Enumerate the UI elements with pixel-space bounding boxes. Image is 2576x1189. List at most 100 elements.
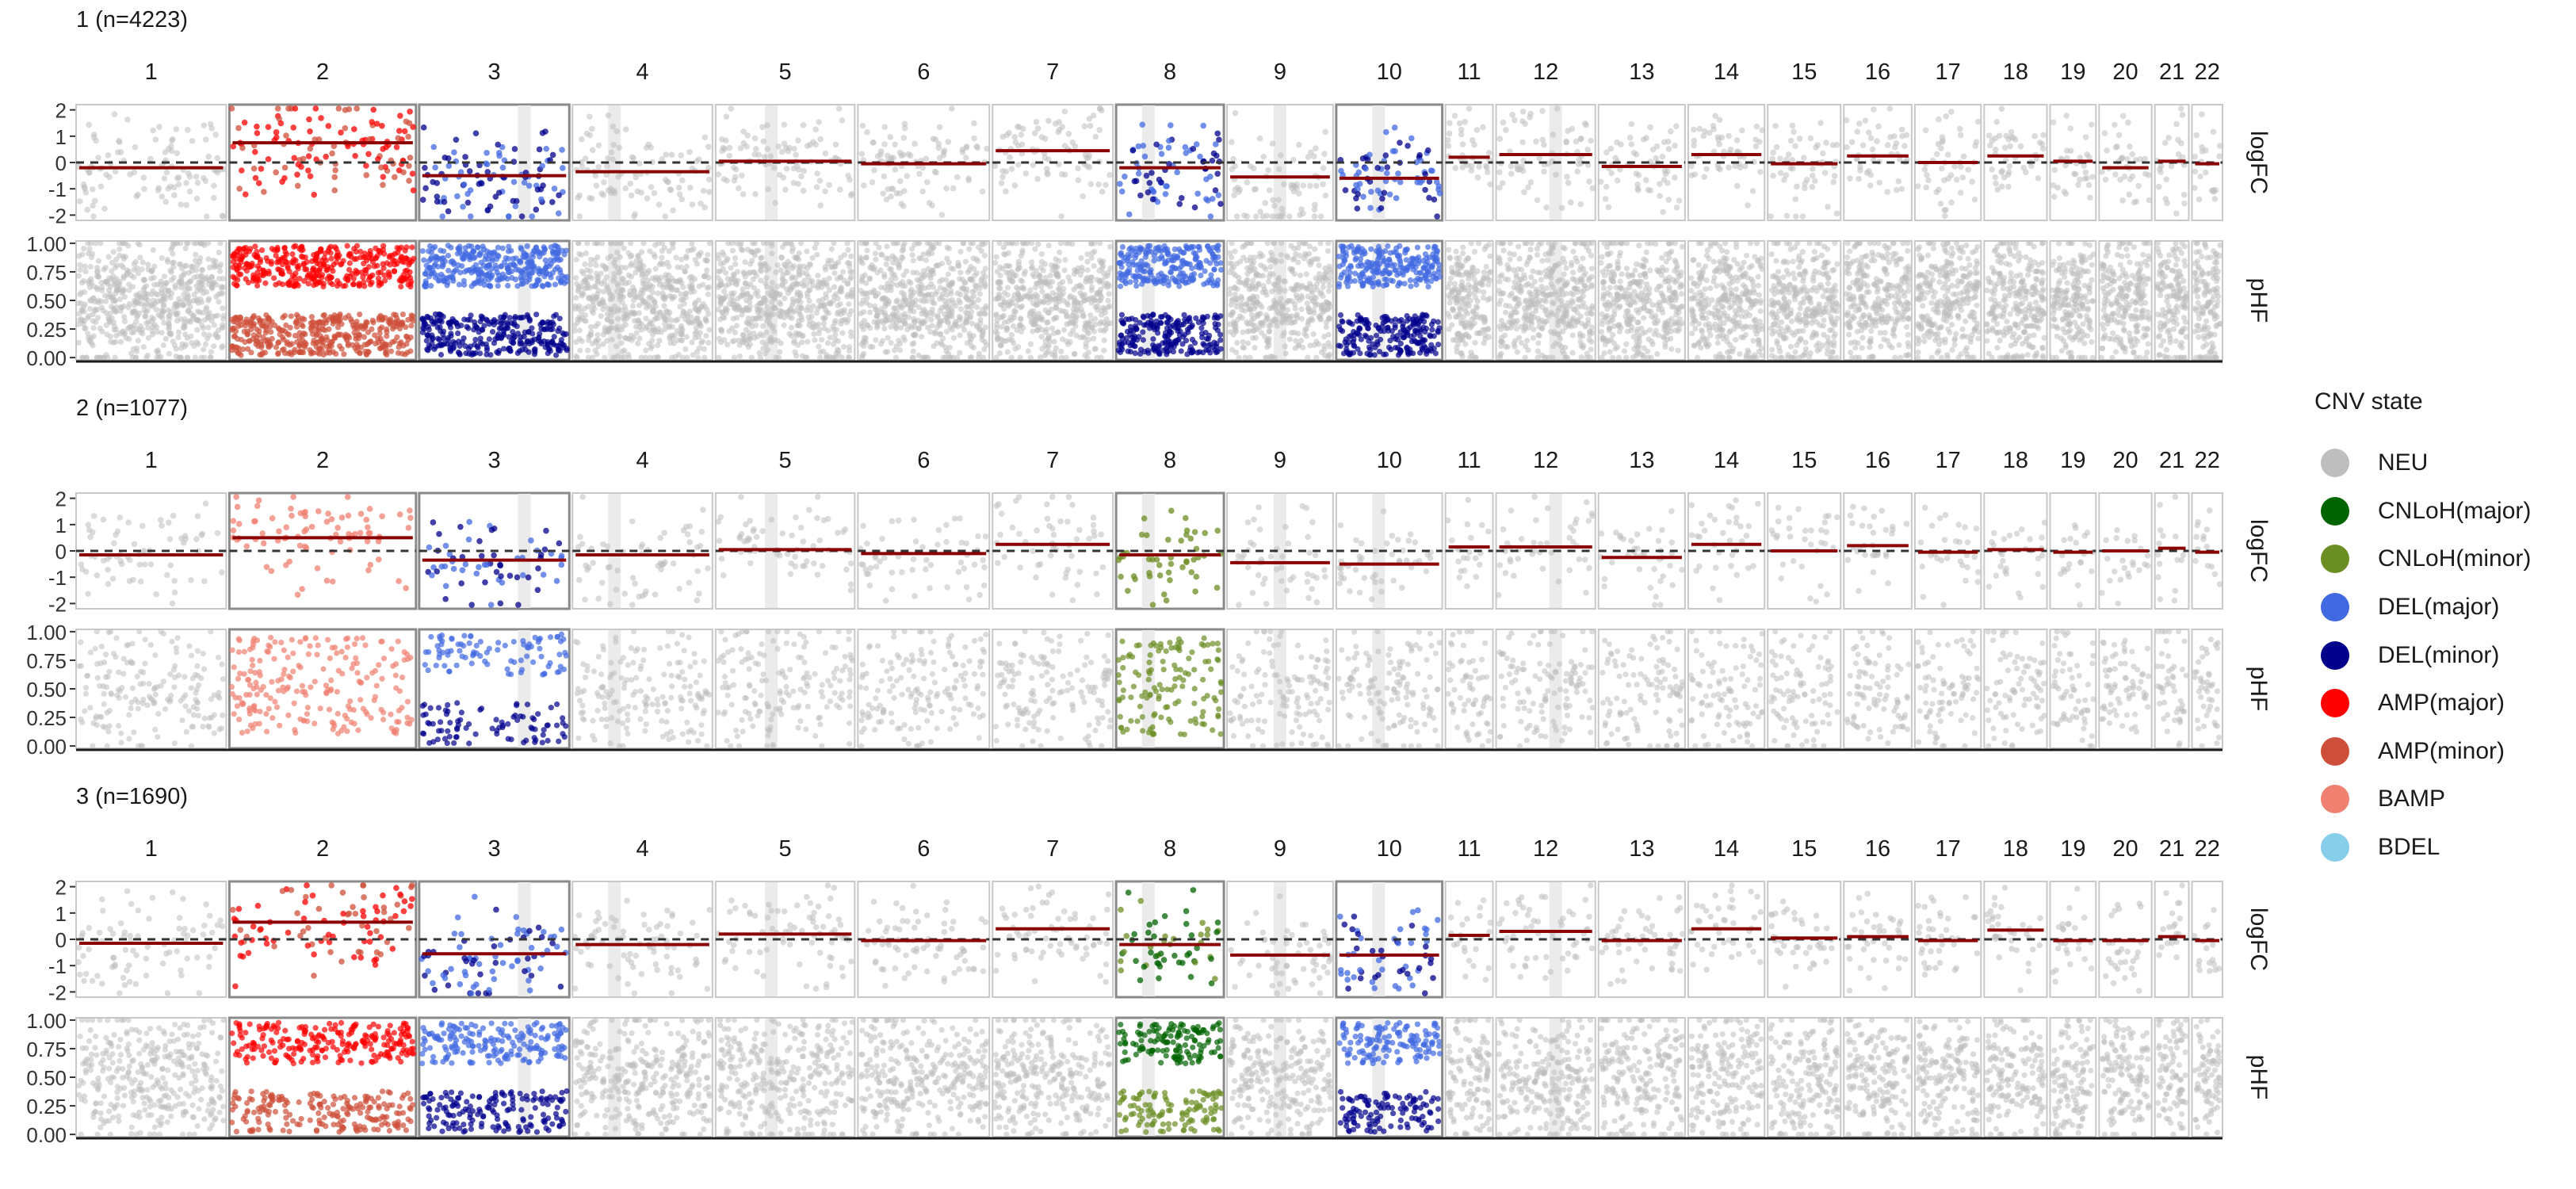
logfc-point [1166,138,1172,144]
phf-point [319,258,324,263]
chromosome-label: 8 [1164,59,1176,85]
phf-point [1018,355,1023,361]
phf-point [839,331,845,336]
phf-point [773,270,778,275]
phf-point [701,346,707,352]
phf-point [524,252,529,258]
phf-point [199,323,204,328]
phf-point [1034,268,1039,273]
phf-point [996,296,1001,301]
phf-point [573,339,579,345]
phf-point [487,352,493,357]
phf-point [193,355,198,361]
phf-point [874,325,880,331]
logfc-point [338,129,344,136]
phf-point [173,310,178,315]
logfc-point [963,155,969,161]
phf-point [1025,240,1030,246]
logfc-point [916,170,923,177]
phf-point [182,263,188,269]
logfc-point [98,184,105,190]
logfc-point [1076,177,1082,183]
phf-point [577,347,583,353]
logfc-point [1158,179,1164,185]
phf-point [650,309,655,315]
phf-point [346,341,351,346]
phf-point [778,254,784,260]
phf-point [370,318,376,323]
logfc-point [82,184,88,190]
logfc-point [610,142,617,148]
phf-point [928,270,934,275]
phf-point [964,304,969,310]
phf-point [1058,240,1064,246]
phf-point [882,310,888,315]
logfc-point [383,144,389,151]
logfc-point [836,105,843,112]
phf-point [477,350,483,356]
phf-point [923,319,928,324]
phf-point [776,355,782,361]
logfc-point [937,124,943,131]
logfc-point [795,137,801,143]
logfc-tick-label: 0 [55,151,67,175]
phf-point [291,244,296,250]
phf-point [623,281,629,286]
phf-point [1032,322,1038,327]
logfc-point [755,152,762,159]
logfc-point [980,189,986,195]
phf-point [721,337,727,342]
phf-point [889,340,894,346]
phf-point [629,338,634,343]
logfc-point [556,210,562,216]
phf-point [958,306,964,312]
logfc-point [519,213,526,220]
phf-point [124,335,129,341]
logfc-point [346,106,353,113]
logfc-point [720,145,727,151]
phf-point [190,316,196,322]
phf-point [732,338,737,343]
phf-point [841,344,847,350]
logfc-point [374,120,380,127]
phf-point [154,355,159,361]
logfc-point [115,149,121,155]
logfc-point [176,174,182,181]
phf-point [511,262,517,268]
panel-label-phf: pHF [2245,278,2272,323]
phf-point [1108,266,1114,271]
logfc-point [638,189,644,196]
phf-point [355,344,361,350]
phf-point [942,318,947,323]
phf-point [902,240,908,246]
phf-point [264,255,269,261]
phf-point [461,255,467,261]
phf-point [625,250,631,256]
phf-point [195,308,201,314]
phf-point [174,318,180,323]
phf-point [982,253,988,258]
phf-point [655,342,660,348]
phf-point [278,327,284,333]
phf-point [1011,315,1017,320]
phf-point [639,322,644,327]
phf-point [526,350,532,355]
logfc-point [1045,171,1051,178]
logfc-point [942,147,948,154]
phf-point [908,308,913,314]
phf-point [921,273,927,279]
logfc-point [864,129,870,136]
phf-point [873,240,879,246]
phf-point [686,320,691,326]
phf-point [916,304,922,310]
logfc-point [1216,136,1222,143]
phf-point [774,284,780,289]
logfc-point [782,121,788,128]
phf-point [656,310,662,315]
phf-point [931,285,936,290]
phf-point [859,323,865,329]
phf-point [746,344,751,350]
phf-point [84,355,90,361]
phf-point [145,262,151,267]
logfc-point [933,136,939,143]
